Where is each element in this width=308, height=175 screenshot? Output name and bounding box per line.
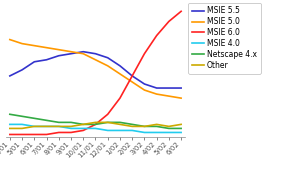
MSIE 5.0 xyxy=(81,53,85,55)
Other xyxy=(57,125,61,127)
MSIE 5.5 xyxy=(8,75,12,77)
Other xyxy=(32,125,36,127)
MSIE 4.0 xyxy=(69,127,73,130)
Other xyxy=(167,125,171,127)
MSIE 6.0 xyxy=(130,75,134,77)
Line: MSIE 5.0: MSIE 5.0 xyxy=(10,40,181,98)
Legend: MSIE 5.5, MSIE 5.0, MSIE 6.0, MSIE 4.0, Netscape 4.x, Other: MSIE 5.5, MSIE 5.0, MSIE 6.0, MSIE 4.0, … xyxy=(188,3,261,74)
MSIE 4.0 xyxy=(94,127,97,130)
Netscape 4.x xyxy=(8,113,12,115)
Netscape 4.x xyxy=(155,125,159,127)
MSIE 6.0 xyxy=(20,133,24,135)
MSIE 5.0 xyxy=(179,97,183,99)
MSIE 5.0 xyxy=(155,93,159,95)
MSIE 6.0 xyxy=(179,10,183,12)
MSIE 4.0 xyxy=(57,125,61,127)
MSIE 5.5 xyxy=(20,69,24,71)
MSIE 4.0 xyxy=(130,129,134,131)
Other xyxy=(106,121,110,123)
MSIE 5.0 xyxy=(69,51,73,53)
Other xyxy=(69,125,73,127)
Other xyxy=(155,123,159,125)
Netscape 4.x xyxy=(32,117,36,119)
MSIE 6.0 xyxy=(167,20,171,22)
Netscape 4.x xyxy=(118,121,122,123)
MSIE 4.0 xyxy=(106,129,110,131)
MSIE 5.0 xyxy=(20,43,24,45)
Netscape 4.x xyxy=(45,119,48,121)
MSIE 4.0 xyxy=(32,125,36,127)
MSIE 5.5 xyxy=(69,53,73,55)
Line: MSIE 4.0: MSIE 4.0 xyxy=(10,124,181,132)
Line: Netscape 4.x: Netscape 4.x xyxy=(10,114,181,128)
MSIE 5.0 xyxy=(8,38,12,41)
MSIE 5.0 xyxy=(32,45,36,47)
Other xyxy=(45,125,48,127)
Netscape 4.x xyxy=(130,123,134,125)
Other xyxy=(94,121,97,123)
MSIE 4.0 xyxy=(45,125,48,127)
Line: MSIE 5.5: MSIE 5.5 xyxy=(10,52,181,88)
MSIE 5.5 xyxy=(57,55,61,57)
Line: MSIE 6.0: MSIE 6.0 xyxy=(10,11,181,134)
MSIE 5.5 xyxy=(32,61,36,63)
MSIE 5.5 xyxy=(106,57,110,59)
MSIE 4.0 xyxy=(167,131,171,134)
MSIE 5.5 xyxy=(179,87,183,89)
MSIE 6.0 xyxy=(94,123,97,125)
MSIE 4.0 xyxy=(179,131,183,134)
MSIE 5.5 xyxy=(81,51,85,53)
Other xyxy=(130,125,134,127)
Line: Other: Other xyxy=(10,122,181,128)
Other xyxy=(118,123,122,125)
MSIE 6.0 xyxy=(57,131,61,134)
MSIE 6.0 xyxy=(118,97,122,99)
MSIE 4.0 xyxy=(118,129,122,131)
Netscape 4.x xyxy=(94,123,97,125)
Netscape 4.x xyxy=(167,127,171,130)
Other xyxy=(179,123,183,125)
MSIE 6.0 xyxy=(32,133,36,135)
MSIE 6.0 xyxy=(45,133,48,135)
MSIE 5.0 xyxy=(118,73,122,75)
MSIE 5.5 xyxy=(167,87,171,89)
MSIE 4.0 xyxy=(81,127,85,130)
MSIE 5.5 xyxy=(45,59,48,61)
MSIE 4.0 xyxy=(20,123,24,125)
MSIE 5.0 xyxy=(106,65,110,67)
MSIE 5.5 xyxy=(118,65,122,67)
MSIE 5.5 xyxy=(143,83,146,85)
MSIE 5.0 xyxy=(94,59,97,61)
Netscape 4.x xyxy=(106,121,110,123)
Other xyxy=(20,127,24,130)
MSIE 4.0 xyxy=(8,123,12,125)
Other xyxy=(143,125,146,127)
MSIE 6.0 xyxy=(69,131,73,134)
Netscape 4.x xyxy=(81,123,85,125)
Netscape 4.x xyxy=(179,127,183,130)
MSIE 5.5 xyxy=(94,53,97,55)
MSIE 6.0 xyxy=(8,133,12,135)
MSIE 6.0 xyxy=(155,34,159,37)
MSIE 5.0 xyxy=(167,95,171,97)
Other xyxy=(81,123,85,125)
MSIE 6.0 xyxy=(143,53,146,55)
MSIE 5.0 xyxy=(57,49,61,51)
MSIE 4.0 xyxy=(143,131,146,134)
MSIE 5.0 xyxy=(143,89,146,91)
Netscape 4.x xyxy=(20,115,24,117)
Netscape 4.x xyxy=(57,121,61,123)
Netscape 4.x xyxy=(143,125,146,127)
MSIE 5.5 xyxy=(155,87,159,89)
Other xyxy=(8,127,12,130)
MSIE 6.0 xyxy=(81,129,85,131)
MSIE 5.0 xyxy=(130,81,134,83)
MSIE 4.0 xyxy=(155,131,159,134)
MSIE 6.0 xyxy=(106,113,110,115)
MSIE 5.0 xyxy=(45,47,48,49)
MSIE 5.5 xyxy=(130,75,134,77)
Netscape 4.x xyxy=(69,121,73,123)
